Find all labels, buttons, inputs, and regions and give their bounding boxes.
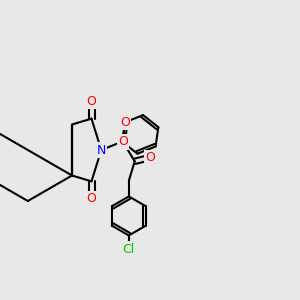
Text: Cl: Cl bbox=[123, 243, 135, 256]
Text: O: O bbox=[118, 135, 128, 148]
Text: O: O bbox=[145, 151, 155, 164]
Text: O: O bbox=[120, 116, 130, 129]
Text: O: O bbox=[87, 94, 96, 108]
Text: N: N bbox=[97, 143, 106, 157]
Text: O: O bbox=[87, 192, 96, 206]
